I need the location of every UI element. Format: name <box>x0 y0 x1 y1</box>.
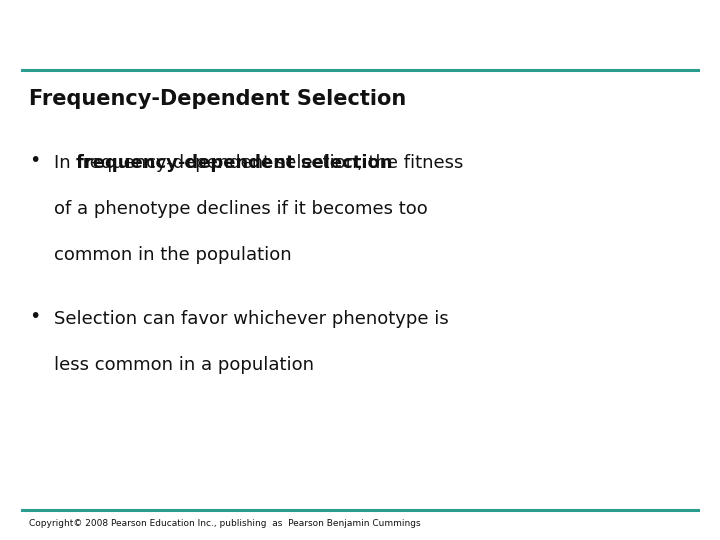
Text: In frequency-dependent selection, the fitness: In frequency-dependent selection, the fi… <box>54 154 464 172</box>
Text: •: • <box>29 307 40 326</box>
Text: Frequency-Dependent Selection: Frequency-Dependent Selection <box>29 89 406 109</box>
Text: of a phenotype declines if it becomes too: of a phenotype declines if it becomes to… <box>54 200 428 218</box>
Text: •: • <box>29 151 40 170</box>
Text: less common in a population: less common in a population <box>54 356 314 374</box>
Text: In: In <box>54 154 76 172</box>
Text: Copyright© 2008 Pearson Education Inc., publishing  as  Pearson Benjamin Cumming: Copyright© 2008 Pearson Education Inc., … <box>29 519 420 529</box>
Text: common in the population: common in the population <box>54 246 292 264</box>
Text: frequency-dependent selection: frequency-dependent selection <box>76 154 393 172</box>
Text: Selection can favor whichever phenotype is: Selection can favor whichever phenotype … <box>54 310 449 328</box>
